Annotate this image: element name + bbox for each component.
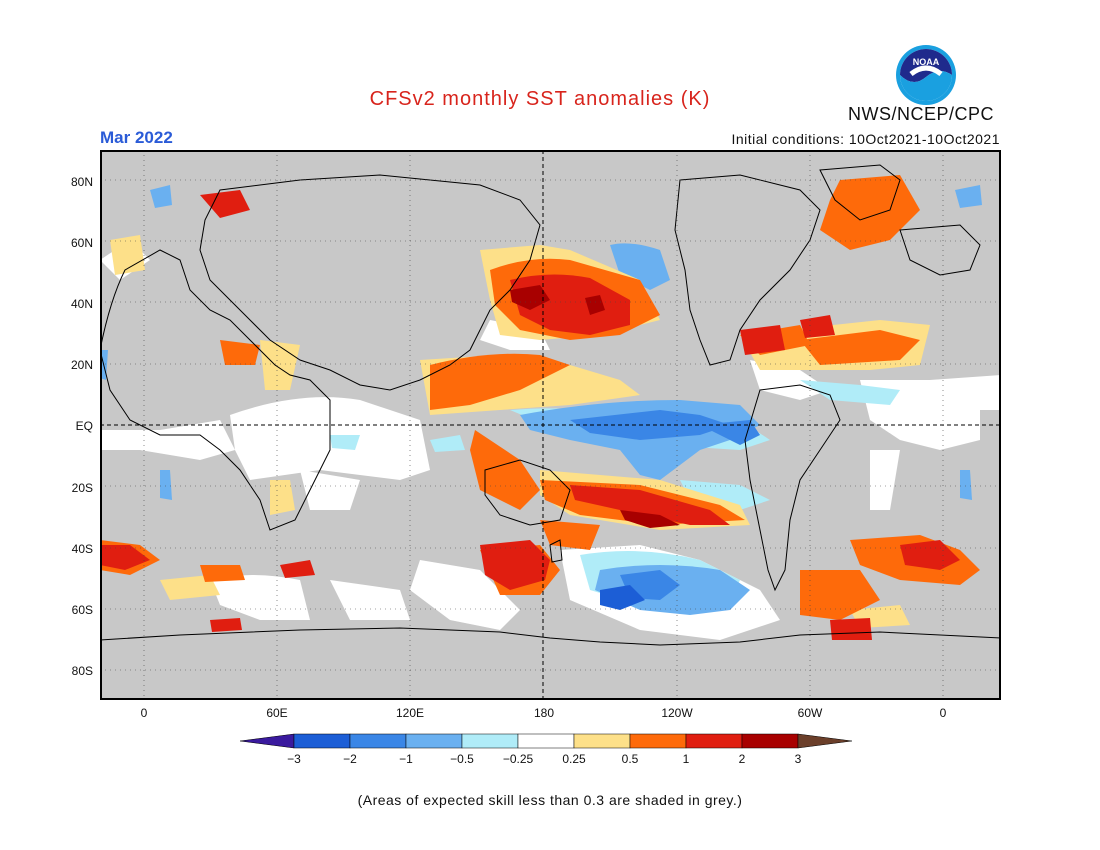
lon-label: 60W — [798, 706, 823, 720]
lat-label: 20S — [72, 481, 93, 495]
lat-label: 40N — [71, 297, 93, 311]
colorbar-cell — [349, 733, 407, 749]
colorbar-cell — [293, 733, 351, 749]
lat-label: 20N — [71, 358, 93, 372]
sst-anomaly-map — [100, 150, 1001, 700]
lon-label: 60E — [266, 706, 287, 720]
colorbar-cell — [741, 733, 799, 749]
colorbar-tick-label: −1 — [399, 752, 413, 766]
colorbar-tick-label: 2 — [739, 752, 746, 766]
lon-label: 120E — [396, 706, 424, 720]
colorbar-tick-label: 0.25 — [562, 752, 586, 766]
lat-label: EQ — [76, 419, 93, 433]
colorbar-cell — [573, 733, 631, 749]
colorbar-tick-label: −0.25 — [503, 752, 534, 766]
colorbar-tick-label: 1 — [683, 752, 690, 766]
colorbar-cell — [461, 733, 519, 749]
colorbar-cell — [405, 733, 463, 749]
colorbar-tick-label: 0.5 — [622, 752, 639, 766]
lat-label: 60S — [72, 603, 93, 617]
colorbar-tick-label: −0.5 — [450, 752, 474, 766]
anomaly-dark-red-regions — [510, 285, 680, 528]
colorbar-cell — [685, 733, 743, 749]
graticule — [100, 150, 1001, 700]
anomaly-deepest-blue-regions — [600, 585, 645, 610]
skill-footnote: (Areas of expected skill less than 0.3 a… — [357, 792, 743, 808]
noaa-logo: NOAA — [896, 45, 956, 105]
colorbar-cell — [517, 733, 575, 749]
lat-label: 80S — [72, 664, 93, 678]
colorbar-tick-label: 3 — [795, 752, 802, 766]
colorbar-cell — [629, 733, 687, 749]
lon-label: 0 — [141, 706, 148, 720]
lon-label: 180 — [534, 706, 554, 720]
colorbar-low-arrow — [239, 733, 295, 749]
month-label: Mar 2022 — [100, 128, 173, 147]
lon-label: 120W — [661, 706, 693, 720]
colorbar-high-arrow — [797, 733, 853, 749]
colorbar-tick-label: −3 — [287, 752, 301, 766]
lat-label: 80N — [71, 175, 93, 189]
lat-label: 40S — [72, 542, 93, 556]
map-frame — [100, 150, 1001, 700]
lon-label: 0 — [940, 706, 947, 720]
agency-label: NWS/NCEP/CPC — [848, 104, 995, 124]
chart-title: CFSv2 monthly SST anomalies (K) — [369, 88, 711, 110]
lat-label: 60N — [71, 236, 93, 250]
logo-text: NOAA — [913, 57, 940, 67]
coastlines — [100, 164, 1001, 646]
colorbar: −3 −2 −1 −0.5 −0.25 0.25 0.5 1 2 3 — [239, 733, 853, 766]
initial-conditions: Initial conditions: 10Oct2021-10Oct2021 — [731, 131, 1000, 147]
colorbar-tick-label: −2 — [343, 752, 357, 766]
anomaly-red-regions — [100, 190, 960, 640]
